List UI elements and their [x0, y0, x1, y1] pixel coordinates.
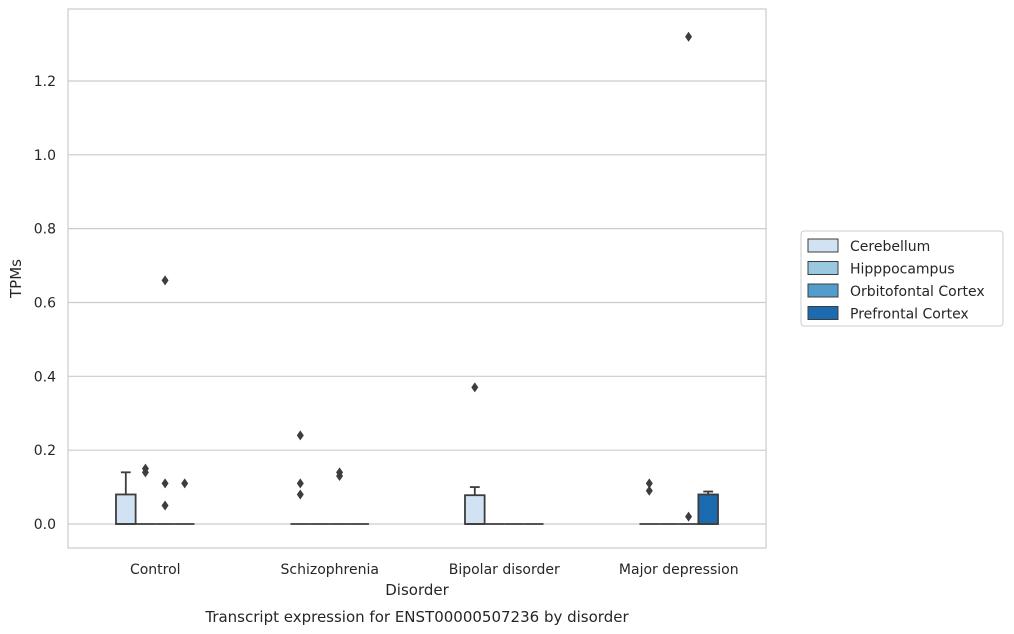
- legend-swatch: [807, 261, 839, 275]
- legend-item: Cerebellum: [807, 238, 930, 255]
- box-body: [697, 493, 719, 525]
- gridlines: [68, 80, 766, 525]
- legend: Cerebellum Hipppocampus Orbitofontal Corte…: [800, 230, 1004, 327]
- box: [115, 471, 137, 525]
- box: [639, 478, 660, 525]
- box: [678, 31, 699, 525]
- outlier-point: [161, 500, 169, 511]
- box-group-2: [464, 382, 544, 525]
- y-axis-ticks: 0.0 0.2 0.4 0.6 0.8 1.0 1.2: [34, 74, 56, 533]
- box-body: [464, 494, 486, 525]
- plot-frame: [67, 8, 767, 549]
- y-tick-label: 0.2: [34, 443, 56, 459]
- y-tick-label: 0.6: [34, 295, 56, 311]
- outlier-point: [161, 275, 169, 286]
- legend-item: Orbitofontal Cortex: [807, 283, 985, 300]
- chart-caption: Transcript expression for ENST0000050723…: [204, 608, 629, 626]
- box: [155, 275, 175, 525]
- outlier-point: [296, 430, 304, 441]
- y-tick-label: 0.4: [34, 369, 56, 385]
- legend-swatch: [807, 306, 839, 320]
- outlier-point: [645, 478, 653, 489]
- box: [464, 382, 486, 525]
- x-axis-ticks: Control Schizophrenia Bipolar disorder Majo…: [130, 562, 739, 578]
- x-axis-label: Disorder: [385, 581, 449, 599]
- outlier-point: [645, 485, 653, 496]
- box-body: [115, 493, 137, 525]
- outlier-point: [471, 382, 479, 393]
- y-axis-label: TPMs: [7, 259, 25, 299]
- box-groups: [115, 31, 719, 525]
- x-tick-label: Control: [130, 562, 181, 578]
- y-tick-label: 0.0: [34, 517, 56, 533]
- y-tick-label: 0.8: [34, 222, 56, 238]
- box-group-0: [115, 275, 195, 525]
- box-group-3: [639, 31, 719, 525]
- legend-label: Cerebellum: [850, 239, 930, 255]
- box: [697, 490, 719, 525]
- outlier-point: [296, 489, 304, 500]
- legend-frame: [800, 230, 1004, 327]
- outlier-point: [336, 471, 344, 482]
- y-tick-label: 1.2: [34, 74, 56, 90]
- box: [135, 463, 156, 525]
- legend-label: Hipppocampus: [850, 262, 955, 278]
- outlier-point: [141, 467, 149, 478]
- box: [174, 478, 195, 525]
- y-tick-label: 1.0: [34, 148, 56, 164]
- x-tick-label: Bipolar disorder: [449, 562, 560, 578]
- outlier-point: [685, 31, 693, 42]
- box: [329, 467, 350, 525]
- x-tick-label: Schizophrenia: [281, 562, 379, 578]
- legend-swatch: [807, 238, 839, 253]
- legend-item: Prefrontal Cortex: [807, 306, 969, 323]
- legend-item: Hipppocampus: [807, 261, 955, 278]
- legend-label: Orbitofontal Cortex: [850, 284, 985, 300]
- outlier-point: [296, 478, 304, 489]
- outlier-point: [685, 511, 693, 522]
- legend-label: Prefrontal Cortex: [850, 307, 969, 323]
- box-group-1: [290, 430, 370, 525]
- outlier-point: [161, 478, 169, 489]
- box: [290, 430, 311, 525]
- outlier-point: [181, 478, 189, 489]
- x-tick-label: Major depression: [619, 562, 739, 578]
- legend-swatch: [807, 283, 839, 298]
